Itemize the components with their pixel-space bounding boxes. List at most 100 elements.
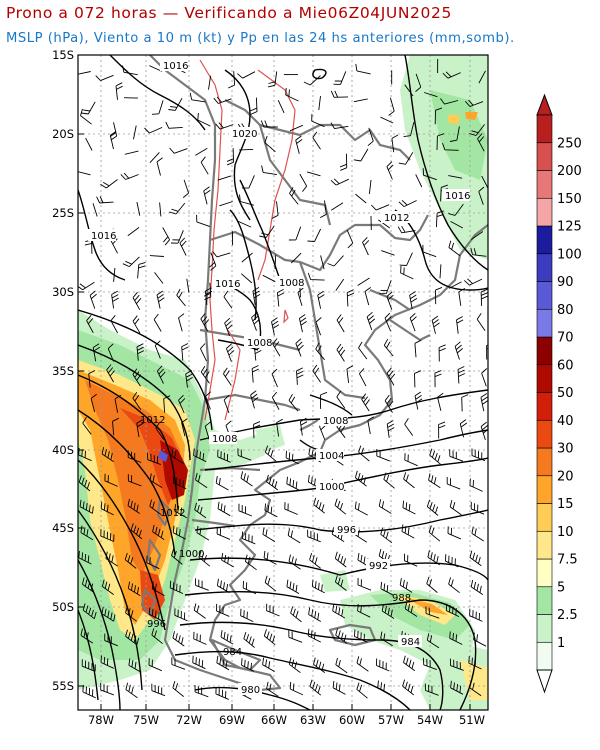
isobar-labels: 1016 1020 1016 1016 1012 1008 1016 1008 … xyxy=(88,59,470,696)
wind-barb xyxy=(196,525,210,541)
wind-barb xyxy=(90,393,97,413)
wind-barb xyxy=(86,315,94,334)
wind-barb xyxy=(336,314,345,333)
wind-barb xyxy=(380,527,393,544)
wind-barb xyxy=(404,453,418,467)
wind-barb xyxy=(461,394,469,412)
wind-barb xyxy=(334,551,347,568)
wind-barb xyxy=(178,313,185,332)
wind-barb xyxy=(259,225,275,239)
wind-barb xyxy=(414,339,422,358)
wind-barb xyxy=(480,393,488,412)
wind-barb xyxy=(127,450,142,463)
colorbar-swatch xyxy=(536,114,553,144)
precipitation-colorbar: 1 2.5 5 7.5 10 15 20 30 40 50 60 70 80 90 100 125 150 200… xyxy=(536,93,582,694)
wind-barb xyxy=(307,628,322,643)
wind-barb xyxy=(409,312,417,332)
wind-barb xyxy=(104,633,118,647)
lon-label: 63W xyxy=(300,713,326,727)
map-frame xyxy=(77,54,489,711)
wind-barb xyxy=(299,173,308,192)
wind-barb xyxy=(286,579,300,594)
wind-barb xyxy=(198,550,211,567)
wind-barb xyxy=(469,124,485,136)
wind-barb xyxy=(415,174,423,188)
wind-barb xyxy=(243,631,255,648)
wind-barb xyxy=(239,194,254,206)
wind-barb xyxy=(144,126,163,134)
map-subtitle: MSLP (hPa), Viento a 10 m (kt) y Pp en l… xyxy=(6,31,515,46)
wind-barb xyxy=(448,203,464,216)
wind-barb xyxy=(384,394,394,413)
wind-barb xyxy=(354,501,368,516)
wind-barb xyxy=(253,421,261,439)
wind-barb xyxy=(176,288,186,307)
wind-barb xyxy=(471,448,486,462)
colorbar-swatch xyxy=(536,586,553,615)
wind-barb xyxy=(449,499,462,516)
wind-barb xyxy=(435,286,443,305)
wind-barb xyxy=(271,391,280,410)
wind-barb xyxy=(409,291,418,310)
wind-barb xyxy=(240,471,253,487)
wind-barb xyxy=(458,288,466,306)
wind-barb xyxy=(136,343,145,361)
wind-barb xyxy=(149,152,160,164)
wind-barb xyxy=(480,421,488,441)
wind-barb xyxy=(463,278,483,286)
wind-barb xyxy=(317,290,325,309)
wind-barb xyxy=(78,71,91,75)
wind-barb xyxy=(264,445,277,462)
wind-barb xyxy=(315,342,325,361)
lat-label: 15S xyxy=(52,48,74,62)
wind-barb xyxy=(266,681,279,697)
wind-barb xyxy=(447,526,462,540)
wind-barb xyxy=(332,604,346,619)
wind-barb xyxy=(213,96,232,104)
wind-barb xyxy=(81,101,96,115)
wind-barb xyxy=(330,122,349,130)
wind-barb xyxy=(439,264,442,279)
wind-barb xyxy=(238,503,253,517)
wind-barb xyxy=(216,655,230,671)
wind-barb xyxy=(271,368,278,388)
wind-barb xyxy=(89,290,97,309)
lon-label: 72W xyxy=(176,713,202,727)
lat-label: 20S xyxy=(52,127,74,141)
wind-barb xyxy=(469,680,482,697)
colorbar-swatch xyxy=(536,142,553,171)
lon-label: 57W xyxy=(378,713,404,727)
svg-text:1008: 1008 xyxy=(247,338,272,349)
wind-barb xyxy=(179,237,187,256)
wind-barb xyxy=(151,100,164,115)
wind-barb xyxy=(241,658,255,672)
wind-barb xyxy=(313,497,325,514)
wind-barb xyxy=(204,421,211,440)
wind-barb xyxy=(286,476,300,491)
wind-barb xyxy=(311,114,325,128)
wind-barb xyxy=(386,161,394,180)
wind-barb xyxy=(271,317,280,336)
wind-barb xyxy=(401,524,415,539)
wind-barb xyxy=(205,391,212,410)
wind-barb xyxy=(104,473,118,487)
wind-barb xyxy=(388,97,395,116)
wind-barb xyxy=(193,631,207,645)
lat-label: 35S xyxy=(52,364,74,378)
wind-barb xyxy=(361,393,370,412)
wind-barb xyxy=(80,525,94,541)
wind-barb xyxy=(266,603,280,617)
wind-barb xyxy=(242,580,257,595)
wind-barb xyxy=(113,267,116,282)
lat-label: 55S xyxy=(52,679,74,693)
wind-barb xyxy=(370,204,390,211)
wind-barb xyxy=(128,658,142,673)
wind-barb xyxy=(288,630,303,643)
colorbar-level-label: 2.5 xyxy=(557,608,578,623)
wind-barb xyxy=(355,193,367,204)
wind-barb xyxy=(197,112,211,127)
wind-barb xyxy=(423,657,437,671)
colorbar-level-label: 40 xyxy=(557,414,574,429)
colorbar-swatch xyxy=(536,336,553,366)
wind-barb xyxy=(477,133,485,152)
